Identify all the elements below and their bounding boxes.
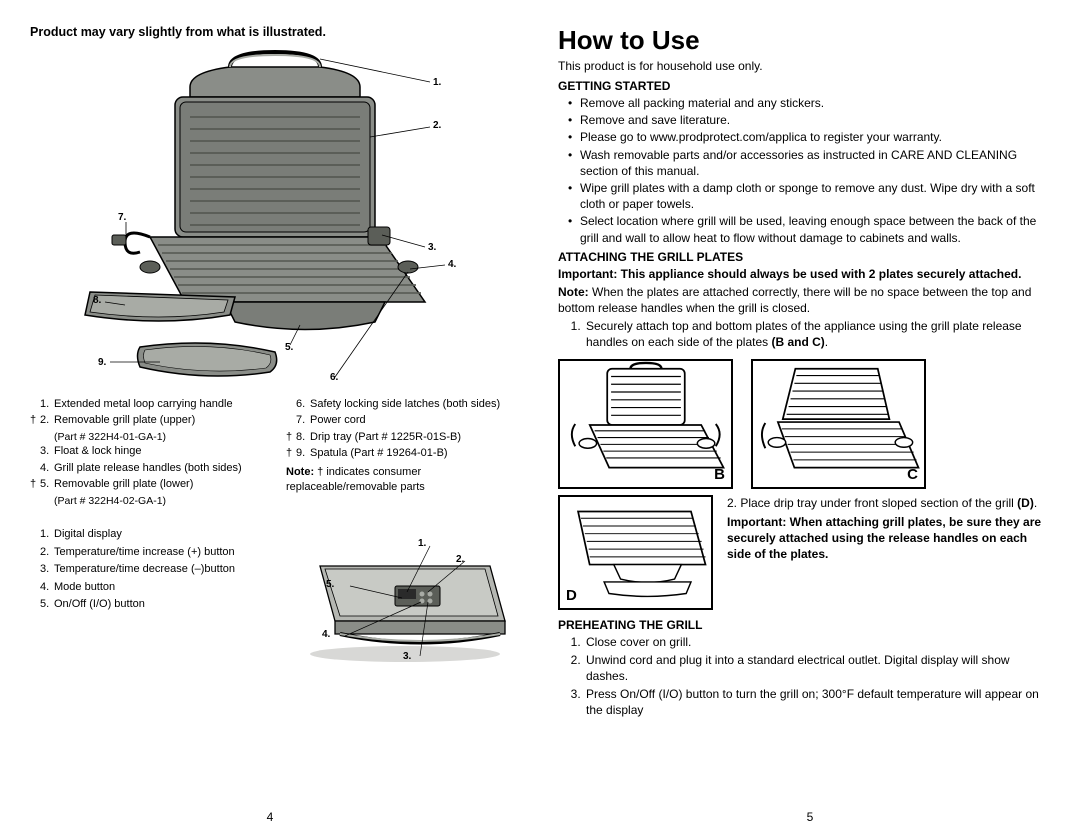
control-item: 5.On/Off (I/O) button [30, 596, 260, 613]
part-subtext: (Part # 322H4-01-GA-1) [30, 430, 266, 445]
page-right: How to Use This product is for household… [540, 0, 1080, 834]
step-2-text: 2. Place drip tray under front sloped se… [727, 495, 1050, 511]
preheat-steps: Close cover on grill. Unwind cord and plu… [558, 634, 1050, 719]
callout-3: 3. [428, 242, 436, 253]
attach-step-1: Securely attach top and bottom plates of… [558, 318, 1050, 350]
bullet-item: Remove all packing material and any stic… [568, 95, 1050, 111]
part-item: 6.Safety locking side latches (both side… [286, 397, 522, 412]
step-item: Press On/Off (I/O) button to turn the gr… [584, 686, 1050, 718]
page-title: How to Use [558, 25, 1050, 56]
bullet-item: Please go to www.prodprotect.com/applica… [568, 129, 1050, 145]
part-item: 7.Power cord [286, 413, 522, 428]
important-1: Important: This appliance should always … [558, 266, 1050, 282]
figure-d-label: D [566, 587, 577, 604]
step-item: Close cover on grill. [584, 634, 1050, 650]
control-item: 2.Temperature/time increase (+) button [30, 544, 260, 561]
mini-callout-1: 1. [418, 538, 426, 549]
page-number-right: 5 [807, 810, 814, 824]
figure-d: D [558, 495, 713, 610]
mini-callout-4: 4. [322, 629, 330, 640]
attaching-head: ATTACHING THE GRILL PLATES [558, 250, 1050, 264]
callout-8: 8. [93, 295, 101, 306]
figure-b-label: B [714, 466, 725, 483]
bullet-item: Select location where grill will be used… [568, 213, 1050, 245]
callout-1: 1. [433, 77, 441, 88]
bullet-item: Remove and save literature. [568, 112, 1050, 128]
page-left: Product may vary slightly from what is i… [0, 0, 540, 834]
part-item: 1.Extended metal loop carrying handle [30, 397, 266, 412]
mini-callout-5: 5. [326, 579, 334, 590]
parts-list: 1.Extended metal loop carrying handle†2.… [30, 397, 522, 508]
callout-9: 9. [98, 357, 106, 368]
control-item: 1.Digital display [30, 526, 260, 543]
callout-6: 6. [330, 372, 338, 383]
step-2-row: D 2. Place drip tray under front sloped … [558, 495, 1050, 610]
part-item: †8.Drip tray (Part # 1225R-01S-B) [286, 430, 522, 445]
part-item: †9.Spatula (Part # 19264-01-B) [286, 446, 522, 461]
mini-callout-2: 2. [456, 554, 464, 565]
disclaimer-text: Product may vary slightly from what is i… [30, 25, 522, 39]
mini-callout-3: 3. [403, 651, 411, 662]
callout-5: 5. [285, 342, 293, 353]
control-item: 4.Mode button [30, 579, 260, 596]
callout-4: 4. [448, 259, 456, 270]
step-item: Unwind cord and plug it into a standard … [584, 652, 1050, 684]
controls-section: 1.Digital display2.Temperature/time incr… [30, 526, 522, 666]
callout-2: 2. [433, 120, 441, 131]
page-number-left: 4 [267, 810, 274, 824]
part-item: †2.Removable grill plate (upper) [30, 413, 266, 428]
closed-grill-diagram: 1. 2. 3. 4. 5. [278, 526, 522, 666]
important-2: Important: When attaching grill plates, … [727, 514, 1050, 563]
preheat-head: PREHEATING THE GRILL [558, 618, 1050, 632]
figure-c: C [751, 359, 926, 489]
getting-started-head: GETTING STARTED [558, 79, 1050, 93]
part-subtext: (Part # 322H4-02-GA-1) [30, 494, 266, 509]
part-item: 3.Float & lock hinge [30, 444, 266, 459]
bullet-item: Wash removable parts and/or accessories … [568, 147, 1050, 179]
part-item: 4.Grill plate release handles (both side… [30, 461, 266, 476]
getting-started-list: Remove all packing material and any stic… [558, 95, 1050, 246]
figure-c-label: C [907, 466, 918, 483]
exploded-diagram: 1. 2. 3. 4. 5. 6. 7. 8. 9. [30, 47, 460, 387]
figure-b: B [558, 359, 733, 489]
parts-note: Note: † indicates consumer replaceable/r… [286, 465, 522, 496]
figure-row-bc: B C [558, 359, 1050, 489]
callout-7: 7. [118, 212, 126, 223]
part-item: †5.Removable grill plate (lower) [30, 477, 266, 492]
intro-text: This product is for household use only. [558, 59, 1050, 73]
control-item: 3.Temperature/time decrease (–)button [30, 561, 260, 578]
attach-note: Note: When the plates are attached corre… [558, 284, 1050, 316]
bullet-item: Wipe grill plates with a damp cloth or s… [568, 180, 1050, 212]
